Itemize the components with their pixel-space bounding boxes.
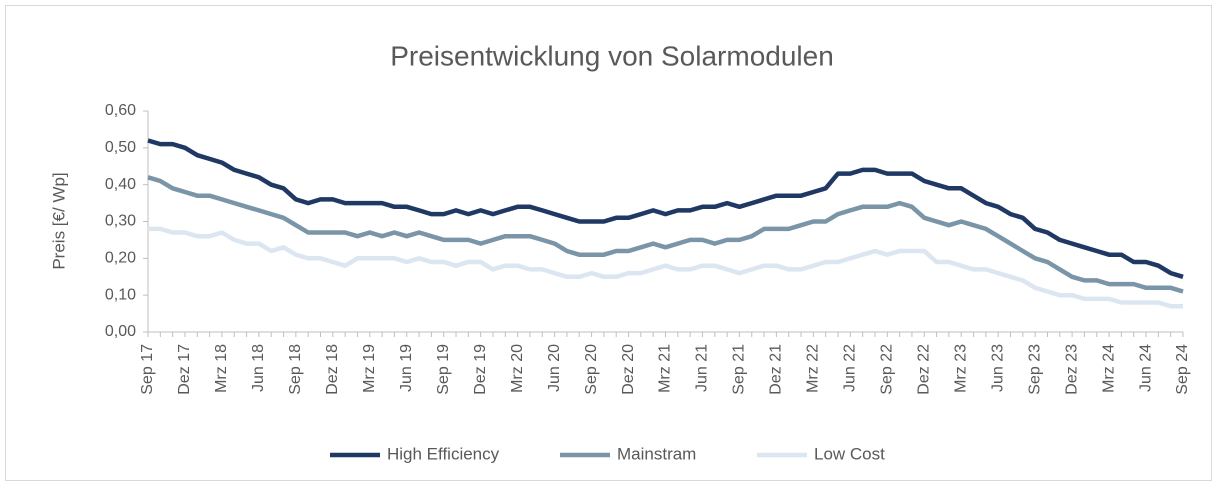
x-tick-label: Jun 19 (398, 344, 415, 392)
x-tick-label: Mrz 19 (361, 344, 378, 393)
x-tick-label: Jun 23 (989, 344, 1006, 392)
x-tick-label: Mrz 21 (657, 344, 674, 393)
y-tick-label: 0,60 (105, 102, 136, 119)
chart-title: Preisentwicklung von Solarmodulen (390, 40, 834, 71)
x-tick-label: Mrz 20 (509, 344, 526, 393)
x-tick-label: Mrz 24 (1100, 344, 1117, 393)
x-tick-label: Dez 20 (620, 344, 637, 395)
x-tick-label: Jun 22 (842, 344, 859, 392)
x-tick-label: Sep 22 (879, 344, 896, 395)
x-tick-label: Sep 21 (731, 344, 748, 395)
x-tick-label: Dez 21 (768, 344, 785, 395)
x-tick-label: Jun 21 (694, 344, 711, 392)
x-tick-label: Jun 24 (1137, 344, 1154, 392)
x-tick-label: Dez 18 (324, 344, 341, 395)
legend-label: High Efficiency (387, 444, 500, 463)
x-tick-label: Dez 17 (176, 344, 193, 395)
series-line (147, 138, 1184, 279)
x-tick-label: Sep 17 (139, 344, 156, 395)
x-tick-label: Mrz 23 (952, 344, 969, 393)
x-tick-label: Dez 22 (915, 344, 932, 395)
y-tick-label: 0,20 (105, 250, 136, 267)
x-tick-label: Sep 20 (583, 344, 600, 395)
x-tick-label: Sep 19 (435, 344, 452, 395)
x-tick-label: Dez 19 (472, 344, 489, 395)
y-tick-label: 0,50 (105, 139, 136, 156)
x-tick-label: Mrz 18 (213, 344, 230, 393)
series-line (147, 175, 1184, 294)
y-tick-label: 0,00 (105, 323, 136, 340)
chart-border (5, 5, 1212, 481)
y-tick-label: 0,40 (105, 176, 136, 193)
x-tick-label: Sep 24 (1174, 344, 1191, 395)
x-tick-label: Mrz 22 (805, 344, 822, 393)
y-tick-label: 0,10 (105, 286, 136, 303)
y-axis-label: Preis [€/ Wp] (49, 172, 68, 269)
x-tick-label: Jun 18 (250, 344, 267, 392)
x-tick-label: Dez 23 (1063, 344, 1080, 395)
series-line (148, 226, 1183, 309)
x-tick-label: Sep 18 (287, 344, 304, 395)
x-tick-label: Sep 23 (1026, 344, 1043, 395)
y-tick-label: 0,30 (105, 213, 136, 230)
legend-label: Mainstram (617, 444, 696, 463)
x-tick-label: Jun 20 (546, 344, 563, 392)
legend-label: Low Cost (814, 444, 885, 463)
